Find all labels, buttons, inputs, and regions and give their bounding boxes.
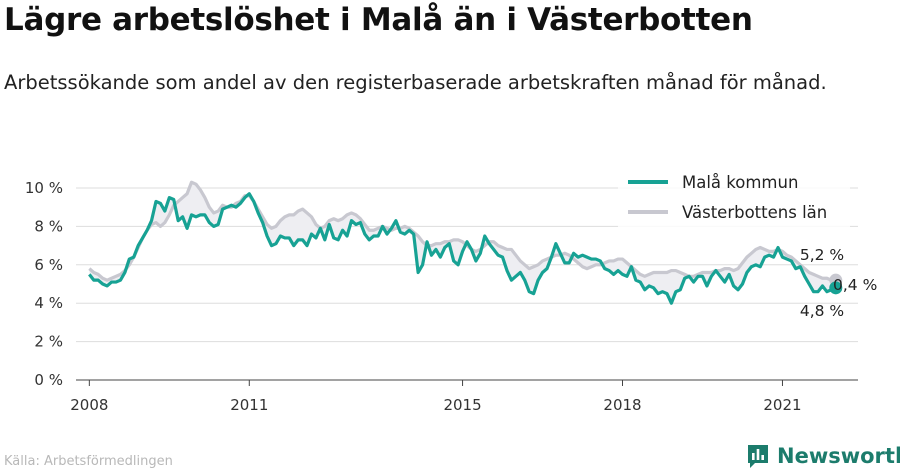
y-tick-label: 0 % [34, 371, 63, 389]
legend-label-vasterbotten: Västerbottens län [682, 203, 827, 222]
end-annotations: 5,2 % 0,4 % 4,8 % [800, 246, 877, 320]
axes: 0 % 2 % 4 % 6 % 8 % 10 % 2008 2011 2015 2018 2021 [25, 179, 802, 414]
end-label-difference: 0,4 % [833, 276, 877, 294]
series-line-vasterbotten [88, 180, 836, 282]
y-tick-label: 10 % [25, 179, 63, 197]
source-note: Källa: Arbetsförmedlingen [4, 454, 173, 469]
y-tick-label: 4 % [34, 294, 63, 312]
chart-subtitle: Arbetssökande som andel av den registerb… [4, 71, 827, 94]
x-tick-label: 2008 [70, 396, 108, 414]
y-tick-label: 2 % [34, 333, 63, 351]
legend-label-mala: Malå kommun [682, 173, 798, 192]
end-label-vasterbotten: 5,2 % [800, 246, 844, 264]
series-line-mala [88, 192, 837, 305]
gridlines [76, 187, 858, 381]
series-lines [88, 180, 837, 305]
brand-logo[interactable]: Newsworthy [746, 442, 900, 470]
y-tick-label: 6 % [34, 256, 63, 274]
x-tick-label: 2015 [443, 396, 481, 414]
x-tick-label: 2018 [603, 396, 641, 414]
chart-title: Lägre arbetslöshet i Malå än i Västerbot… [4, 2, 753, 38]
end-marker-mala [829, 281, 843, 295]
brand-name: Newsworthy [777, 444, 900, 468]
y-tick-label: 8 % [34, 217, 63, 235]
x-tick-label: 2011 [230, 396, 268, 414]
legend-background [618, 168, 850, 228]
newsworthy-icon [748, 445, 768, 468]
x-tick-label: 2021 [763, 396, 801, 414]
end-label-mala: 4,8 % [800, 302, 844, 320]
legend: Malå kommun Västerbottens län [618, 168, 850, 228]
